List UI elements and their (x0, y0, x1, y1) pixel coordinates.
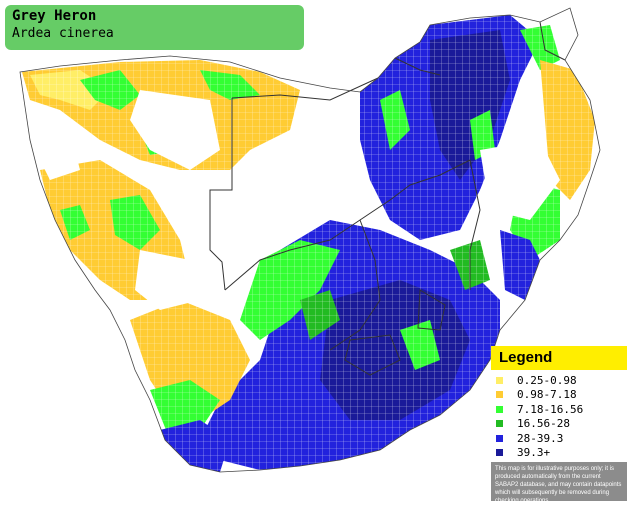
species-common-name: Grey Heron (12, 8, 97, 24)
legend-label: 28-39.3 (517, 431, 564, 445)
legend-label: 16.56-28 (517, 417, 570, 431)
coastline (19, 7, 601, 473)
legend-disclaimer: This map is for illustrative purposes on… (491, 462, 627, 504)
legend-swatch (496, 376, 503, 384)
legend: Legend 0.25-0.98 0.98-7.18 7.18-16.56 16… (491, 346, 627, 504)
species-title-box: Grey Heron Ardea cinerea (5, 5, 304, 50)
legend-item: 28-39.3 (496, 431, 621, 446)
legend-label: 7.18-16.56 (517, 402, 584, 416)
legend-swatch (496, 391, 503, 399)
legend-item: 0.98-7.18 (496, 388, 621, 403)
legend-swatch (496, 434, 503, 442)
distribution-map (19, 7, 601, 473)
legend-item: 0.25-0.98 (496, 373, 621, 388)
legend-swatch (496, 420, 503, 428)
legend-items: 0.25-0.98 0.98-7.18 7.18-16.56 16.56-28 … (491, 370, 627, 462)
legend-swatch (496, 449, 503, 457)
legend-item: 7.18-16.56 (496, 402, 621, 417)
legend-title: Legend (491, 346, 627, 370)
legend-swatch (496, 405, 503, 413)
country-borders (209, 21, 566, 376)
occurrence-cells (20, 8, 600, 472)
legend-item: 39.3+ (496, 446, 621, 461)
legend-label: 0.98-7.18 (517, 388, 577, 402)
species-scientific-name: Ardea cinerea (12, 26, 114, 41)
legend-label: 39.3+ (517, 446, 551, 460)
legend-item: 16.56-28 (496, 417, 621, 432)
legend-label: 0.25-0.98 (517, 373, 577, 387)
